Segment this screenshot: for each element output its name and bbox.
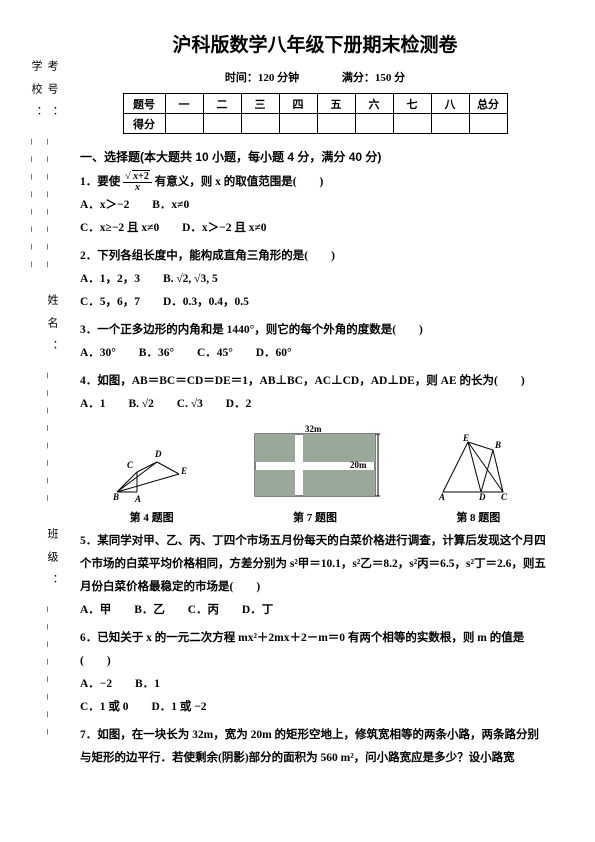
binding-sidebar: 考号：________ 姓名：________ 班级：________ 学校：_…	[40, 60, 60, 800]
col-2: 二	[203, 94, 241, 114]
q6-opt-c: C．1 或 0	[80, 701, 129, 713]
svg-text:C: C	[127, 460, 134, 470]
q2-opt-b: B. √2, √3, 5	[163, 273, 218, 285]
page-title: 沪科版数学八年级下册期末检测卷	[80, 30, 550, 57]
fig7-height: 20m	[350, 460, 367, 470]
sidebar-class: 班级：	[44, 528, 60, 597]
q4-stem: 4．如图，AB＝BC＝CD＝DE＝1，AB⊥BC，AC⊥CD，AD⊥DE，则 A…	[80, 375, 525, 387]
q6-opt-b: B．1	[135, 678, 160, 690]
figure-4: B A C D E 第 4 题图	[107, 432, 197, 525]
q2-stem: 2．下列各组长度中，能构成直角三角形的是( )	[80, 250, 335, 262]
q4-diagram-icon: B A C D E	[107, 432, 197, 502]
q5-opt-c: C．丙	[188, 604, 219, 616]
q1-opt-a: A．x＞−2	[80, 199, 129, 211]
figure-7: 32m 20m 第 7 题图	[250, 424, 380, 525]
question-2: 2．下列各组长度中，能构成直角三角形的是( ) A．1，2，3 B. √2, √…	[80, 245, 550, 314]
q3-stem: 3．一个正多边形的内角和是 1440°，则它的每个外角的度数是( )	[80, 324, 423, 336]
q1-opt-c: C．x≥−2 且 x≠0	[80, 222, 159, 234]
question-4: 4．如图，AB＝BC＝CD＝DE＝1，AB⊥BC，AC⊥CD，AD⊥DE，则 A…	[80, 370, 550, 416]
col-1: 一	[165, 94, 203, 114]
svg-text:E: E	[180, 466, 187, 476]
figure-8: A C D E B 第 8 题图	[433, 432, 523, 525]
q4-opt-c: C. √3	[177, 398, 203, 410]
sidebar-name: 姓名：	[44, 294, 60, 363]
q3-opt-b: B．36°	[139, 347, 174, 359]
meta-line: 时间：120 分钟 满分：150 分	[80, 69, 550, 85]
svg-text:B: B	[494, 440, 501, 450]
question-3: 3．一个正多边形的内角和是 1440°，则它的每个外角的度数是( ) A．30°…	[80, 319, 550, 365]
score-table: 题号 一 二 三 四 五 六 七 八 总分 得分	[123, 93, 508, 134]
q7-stem: 7．如图，在一块长为 32m，宽为 20m 的矩形空地上，修筑宽相等的两条小路，…	[80, 729, 539, 764]
figure-row: B A C D E 第 4 题图 32m 20m 第 7 题图	[80, 424, 550, 525]
q3-opt-d: D．60°	[256, 347, 292, 359]
q4-opt-a: A．1	[80, 398, 106, 410]
svg-text:B: B	[112, 492, 119, 502]
q1-opt-d: D．x＞−2 且 x≠0	[182, 222, 266, 234]
blank	[165, 114, 203, 134]
q6-stem: 6．已知关于 x 的一元二次方程 mx²＋2mx＋2－m＝0 有两个相等的实数根…	[80, 632, 524, 667]
score-row2-label: 得分	[123, 114, 165, 134]
q1-tail: 有意义，则 x 的取值范围是( )	[155, 176, 324, 188]
col-7: 七	[393, 94, 431, 114]
q5-opt-d: D．丁	[242, 604, 273, 616]
q5-opt-b: B．乙	[134, 604, 165, 616]
fullscore-label: 满分：150 分	[342, 72, 405, 84]
page-content: 沪科版数学八年级下册期末检测卷 时间：120 分钟 满分：150 分 题号 一 …	[80, 30, 550, 775]
section-a-heading: 一、选择题(本大题共 10 小题，每小题 4 分，满分 40 分)	[80, 148, 550, 165]
q1-opt-b: B．x≠0	[152, 199, 189, 211]
fig7-width: 32m	[305, 424, 322, 434]
col-3: 三	[241, 94, 279, 114]
question-6: 6．已知关于 x 的一元二次方程 mx²＋2mx＋2－m＝0 有两个相等的实数根…	[80, 627, 550, 719]
fig8-caption: 第 8 题图	[433, 509, 523, 525]
col-6: 六	[355, 94, 393, 114]
q1-stem: 1．要使	[80, 176, 120, 188]
question-7: 7．如图，在一块长为 32m，宽为 20m 的矩形空地上，修筑宽相等的两条小路，…	[80, 724, 550, 770]
col-4: 四	[279, 94, 317, 114]
q3-opt-a: A．30°	[80, 347, 116, 359]
sidebar-exam: 考号：	[44, 60, 60, 129]
q7-diagram-icon: 32m 20m	[250, 424, 380, 502]
q2-opt-d: D．0.3，0.4，0.5	[163, 296, 249, 308]
q4-opt-b: B. √2	[128, 398, 153, 410]
svg-text:E: E	[462, 433, 469, 443]
q6-opt-d: D．1 或 −2	[151, 701, 206, 713]
col-8: 八	[431, 94, 469, 114]
question-1: 1．要使 x+2 x 有意义，则 x 的取值范围是( ) A．x＞−2 B．x≠…	[80, 171, 550, 240]
col-total: 总分	[469, 94, 507, 114]
q2-opt-a: A．1，2，3	[80, 273, 140, 285]
question-5: 5．某同学对甲、乙、丙、丁四个市场五月份每天的白菜价格进行调查，计算后发现这个月…	[80, 530, 550, 622]
svg-text:D: D	[154, 449, 162, 459]
sidebar-school: 学校：	[28, 60, 44, 129]
score-row1-label: 题号	[123, 94, 165, 114]
svg-text:A: A	[438, 492, 445, 502]
q6-opt-a: A．−2	[80, 678, 112, 690]
fig4-caption: 第 4 题图	[107, 509, 197, 525]
q4-opt-d: D．2	[226, 398, 252, 410]
svg-text:C: C	[501, 492, 508, 502]
q2-opt-c: C．5，6，7	[80, 296, 140, 308]
q5-opt-a: A．甲	[80, 604, 111, 616]
svg-text:D: D	[478, 492, 486, 502]
q5-stem: 5．某同学对甲、乙、丙、丁四个市场五月份每天的白菜价格进行调查，计算后发现这个月…	[80, 535, 546, 593]
fig7-caption: 第 7 题图	[250, 509, 380, 525]
col-5: 五	[317, 94, 355, 114]
time-label: 时间：120 分钟	[225, 72, 299, 84]
q3-opt-c: C．45°	[197, 347, 233, 359]
q8-diagram-icon: A C D E B	[433, 432, 523, 502]
svg-text:A: A	[134, 494, 141, 502]
